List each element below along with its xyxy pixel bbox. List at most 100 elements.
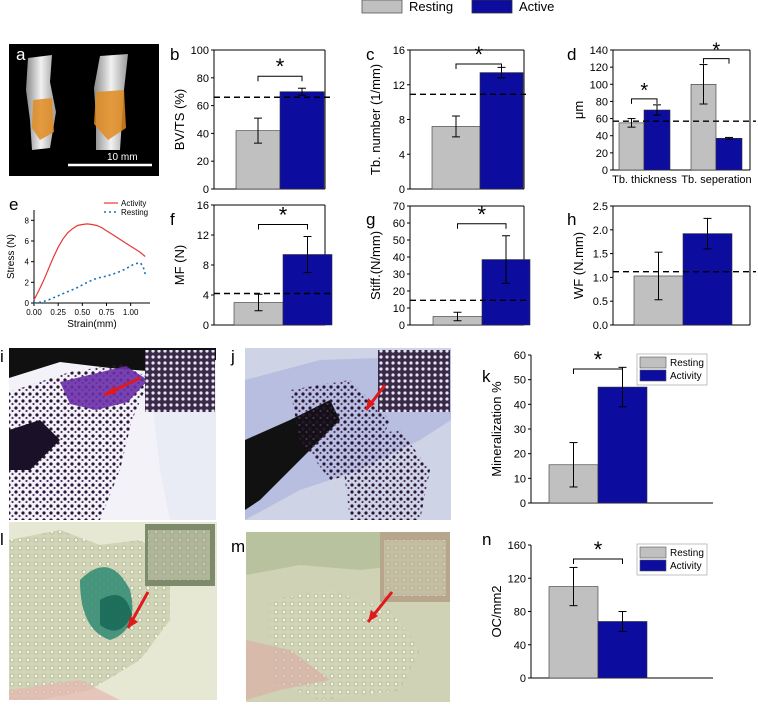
y-tick-label: 120 (590, 62, 608, 74)
significance-star: * (276, 54, 285, 79)
significance-star: * (640, 80, 648, 102)
panel-letter-m: m (231, 537, 245, 556)
y-tick-label: 0 (203, 184, 209, 196)
y-tick-label: 8 (399, 115, 405, 127)
chart-b-bv-ts: 0 20 40 60 80 100 BV/TS (%) * (172, 45, 331, 196)
y-tick-label: 2 (25, 278, 30, 287)
legend-label: Activity (670, 561, 702, 572)
panel-letter-a: a (16, 45, 26, 64)
significance-bracket (573, 558, 623, 564)
y-tick-label: 20 (596, 148, 608, 160)
legend-label: Resting (121, 208, 148, 217)
significance-star: * (279, 203, 288, 228)
significance-star: * (477, 202, 486, 227)
y-tick-label: 0 (520, 673, 526, 685)
category-label: Tb. seperation (681, 174, 751, 186)
y-axis-label: Mineralization % (489, 381, 504, 477)
legend-swatch-active (471, 0, 513, 14)
significance-star: * (594, 537, 603, 562)
legend-label: Resting (670, 548, 704, 559)
legend-label: Resting (670, 358, 704, 369)
chart-d-tb-thickness-separation: 0 20 40 60 80 100 120 140 μm Tb. thickness Tb. sep… (571, 40, 756, 186)
significance-bracket (457, 223, 507, 229)
y-tick-label: 12 (393, 80, 405, 92)
y-axis-label: Stiff.(N/mm) (368, 231, 383, 300)
x-tick-label: 0.25 (50, 308, 66, 317)
significance-star: * (474, 42, 483, 67)
top-legend: Resting Active (361, 0, 554, 14)
panel-letter-i: i (0, 347, 4, 366)
panel-letter-n: n (482, 530, 491, 549)
y-tick-label: 0 (25, 299, 30, 308)
bar-active (279, 91, 325, 190)
panel-letter-b: b (170, 45, 179, 64)
chart-f-mf: 0 4 8 12 16 MF (N) * (172, 200, 333, 332)
y-tick-label: 80 (596, 96, 608, 108)
y-axis-label: Tb. number (1/mm) (368, 64, 383, 175)
series-line-activity (33, 223, 146, 301)
chart-c-tb-number: 0 4 8 12 16 Tb. number (1/mm) * (368, 42, 530, 196)
y-tick-label: 1.5 (593, 249, 608, 261)
y-axis-label: OC/mm2 (489, 586, 504, 638)
panel-j-image: j (230, 347, 451, 520)
legend-label-resting: Resting (409, 0, 453, 14)
significance-bracket (703, 58, 730, 64)
bar-active (715, 137, 743, 171)
panel-letter-g: g (366, 210, 375, 229)
significance-star: * (594, 347, 603, 372)
series-line-resting (33, 261, 146, 304)
y-tick-label: 16 (393, 45, 405, 57)
y-tick-label: 4 (203, 290, 209, 302)
y-tick-label: 0 (602, 165, 608, 177)
y-tick-label: 8 (25, 216, 30, 225)
x-tick-label: 0.75 (99, 308, 115, 317)
y-tick-label: 50 (514, 375, 526, 387)
y-tick-label: 20 (514, 449, 526, 461)
y-tick-label: 40 (514, 640, 526, 652)
chart-n-oc: 0 40 80 120 160 OC/mm2 * Resting Activity (489, 537, 713, 685)
y-tick-label: 10 (393, 303, 405, 315)
y-tick-label: 4 (399, 149, 405, 161)
y-tick-label: 80 (514, 607, 526, 619)
y-axis-label: WF (N.mm) (571, 232, 586, 299)
panel-a-image: 10 mm a (9, 44, 159, 176)
y-tick-label: 40 (393, 252, 405, 264)
legend-swatch (639, 369, 667, 382)
significance-star: * (712, 40, 720, 62)
chart-e-stress-strain: 0 2 4 6 8 0.00 0.25 0.50 0.75 1.00 Stress (N) Strai… (6, 199, 150, 330)
bar-active (479, 72, 524, 190)
y-tick-label: 30 (393, 269, 405, 281)
y-tick-label: 40 (596, 131, 608, 143)
panel-letter-f: f (170, 210, 175, 229)
y-tick-label: 70 (393, 201, 405, 213)
y-tick-label: 60 (393, 218, 405, 230)
y-tick-label: 2.5 (593, 201, 608, 213)
x-tick-label: 0.50 (75, 308, 91, 317)
panel-i-image: i (0, 347, 216, 520)
panel-letter-l: l (0, 530, 4, 549)
x-tick-label: 1.00 (123, 308, 139, 317)
panel-letter-e: e (9, 195, 18, 214)
category-label: Tb. thickness (612, 174, 677, 186)
y-tick-label: 0.5 (593, 296, 608, 308)
y-tick-label: 20 (197, 156, 209, 168)
y-tick-label: 12 (197, 230, 209, 242)
panel-letter-j: j (230, 347, 235, 366)
legend-label: Activity (670, 371, 702, 382)
significance-bracket (257, 75, 303, 82)
y-tick-label: 120 (508, 573, 526, 585)
callus-left (32, 98, 54, 140)
y-tick-label: 0.0 (593, 320, 608, 332)
y-tick-label: 30 (514, 424, 526, 436)
x-axis-label: Strain(mm) (67, 319, 116, 330)
significance-bracket (455, 63, 502, 69)
legend-swatch (639, 559, 667, 572)
y-axis-label: MF (N) (172, 245, 187, 285)
y-tick-label: 10 (514, 473, 526, 485)
legend-swatch-resting (361, 0, 403, 14)
y-tick-label: 60 (514, 350, 526, 362)
scale-bar-label: 10 mm (107, 152, 138, 163)
y-tick-label: 100 (590, 79, 608, 91)
y-tick-label: 6 (25, 237, 30, 246)
